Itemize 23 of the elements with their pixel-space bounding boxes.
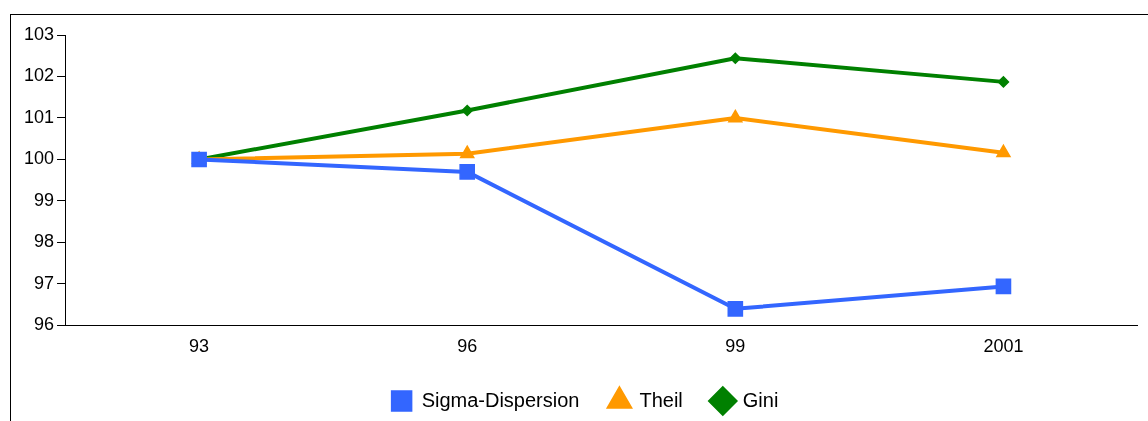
y-tick-label: 103	[23, 23, 55, 44]
x-tick-label: 93	[189, 336, 210, 357]
y-tick-label: 99	[34, 189, 55, 210]
y-tick-label: 101	[23, 106, 55, 127]
y-tick-label: 100	[23, 148, 55, 169]
y-tick-label: 98	[34, 231, 55, 252]
x-tick-label: 96	[457, 336, 478, 357]
y-tick-label: 102	[23, 65, 55, 86]
point	[459, 145, 475, 159]
point	[996, 144, 1011, 158]
point	[995, 278, 1012, 295]
point	[727, 300, 744, 317]
x-tick-label: 99	[725, 336, 746, 357]
point	[728, 109, 743, 123]
y-tick-label: 97	[34, 272, 55, 293]
legend-label: Gini	[742, 388, 779, 411]
legend-label: Sigma-Dispersion	[421, 388, 580, 411]
y-tick-label: 96	[34, 314, 55, 335]
x-tick-label: 2001	[983, 336, 1024, 357]
legend-label: Theil	[639, 388, 683, 411]
point	[997, 76, 1010, 88]
point	[461, 104, 473, 117]
point	[459, 164, 476, 180]
